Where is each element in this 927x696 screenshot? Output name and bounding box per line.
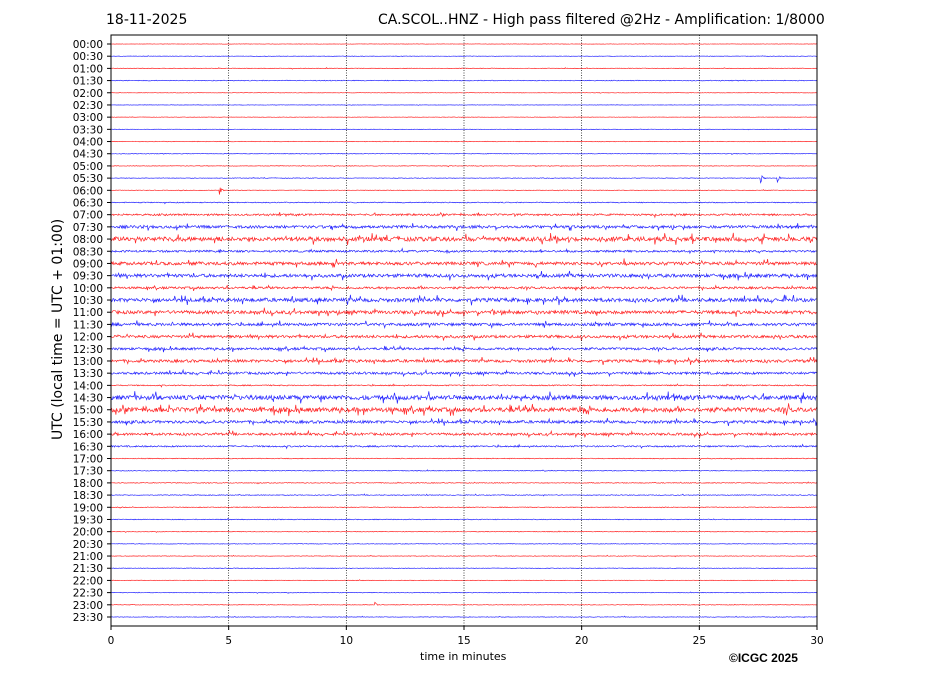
trace-1230 [110,345,817,353]
trace-0930 [110,270,817,281]
trace-0000 [110,43,817,45]
y-tick-label: 19:00 [73,502,103,514]
y-tick-label: 04:00 [73,137,103,149]
x-axis-label: time in minutes [420,650,507,663]
trace-0700 [110,211,817,219]
y-tick-label: 23:30 [73,612,103,624]
trace-1330 [110,368,817,378]
y-tick-label: 20:30 [73,539,103,551]
trace-0900 [110,258,817,269]
x-tick-label: 0 [108,635,115,647]
y-tick-label: 21:30 [73,563,103,575]
y-tick-label: 17:00 [73,454,103,466]
y-tick-label: 12:30 [73,344,103,356]
x-tick-label: 5 [225,635,232,647]
trace-1930 [110,517,817,521]
trace-0430 [110,152,817,155]
trace-2330 [110,615,817,619]
y-tick-label: 02:00 [73,88,103,100]
trace-0030 [110,55,817,57]
y-tick-label: 19:30 [73,514,103,526]
copyright: ©ICGC 2025 [729,651,798,665]
x-tick-label: 15 [457,635,470,647]
x-tick-label: 10 [340,635,353,647]
y-tick-label: 23:00 [73,600,103,612]
trace-0630 [110,201,817,205]
x-tick-label: 30 [810,635,823,647]
trace-1530 [110,417,817,426]
y-tick-label: 01:30 [73,76,103,88]
y-tick-label: 12:00 [73,332,103,344]
y-tick-label: 01:00 [73,63,103,75]
chart-title: CA.SCOL..HNZ - High pass filtered @2Hz -… [378,12,825,28]
x-tick-label: 25 [693,635,706,647]
y-tick-label: 16:30 [73,441,103,453]
y-tick-label: 09:00 [73,258,103,270]
y-tick-label: 10:30 [73,295,103,307]
trace-0400 [110,140,817,143]
trace-0730 [110,223,817,232]
trace-0330 [110,128,817,131]
y-tick-label: 02:30 [73,100,103,112]
y-tick-label: 11:00 [73,307,103,319]
y-tick-label: 22:00 [73,575,103,587]
y-tick-label: 09:30 [73,271,103,283]
y-tick-label: 06:00 [73,185,103,197]
y-tick-label: 20:00 [73,527,103,539]
y-tick-label: 13:30 [73,368,103,380]
y-tick-label: 08:30 [73,246,103,258]
trace-0600 [110,187,817,195]
y-tick-label: 04:30 [73,149,103,161]
trace-1600 [110,429,817,439]
trace-0300 [110,116,817,118]
y-tick-label: 18:30 [73,490,103,502]
y-tick-label: 07:00 [73,210,103,222]
y-tick-label: 03:30 [73,124,103,136]
trace-1130 [110,320,817,330]
y-tick-label: 11:30 [73,319,103,331]
trace-1900 [110,506,817,509]
date-label: 18-11-2025 [106,12,188,28]
y-tick-label: 08:00 [73,234,103,246]
y-tick-label: 00:30 [73,51,103,63]
y-tick-label: 05:00 [73,161,103,173]
x-tick-label: 20 [575,635,588,647]
plot-frame [110,34,818,627]
trace-1200 [110,332,817,341]
trace-2030 [110,542,817,545]
y-tick-label: 15:30 [73,417,103,429]
y-tick-label: 15:00 [73,405,103,417]
y-tick-label: 14:30 [73,393,103,405]
y-tick-label: 14:00 [73,380,103,392]
trace-0530 [110,175,817,184]
y-tick-label: 10:00 [73,283,103,295]
trace-1630 [110,443,817,450]
y-tick-label: 00:00 [73,39,103,51]
y-tick-label: 22:30 [73,588,103,600]
y-tick-label: 05:30 [73,173,103,185]
y-tick-label: 17:30 [73,466,103,478]
y-tick-label: 03:00 [73,112,103,124]
y-tick-label: 16:00 [73,429,103,441]
y-tick-label: 06:30 [73,197,103,209]
y-tick-label: 13:00 [73,356,103,368]
trace-1300 [110,356,817,366]
trace-2000 [110,530,817,533]
y-tick-label: 07:30 [73,222,103,234]
y-tick-label: 21:00 [73,551,103,563]
y-tick-label: 18:00 [73,478,103,490]
